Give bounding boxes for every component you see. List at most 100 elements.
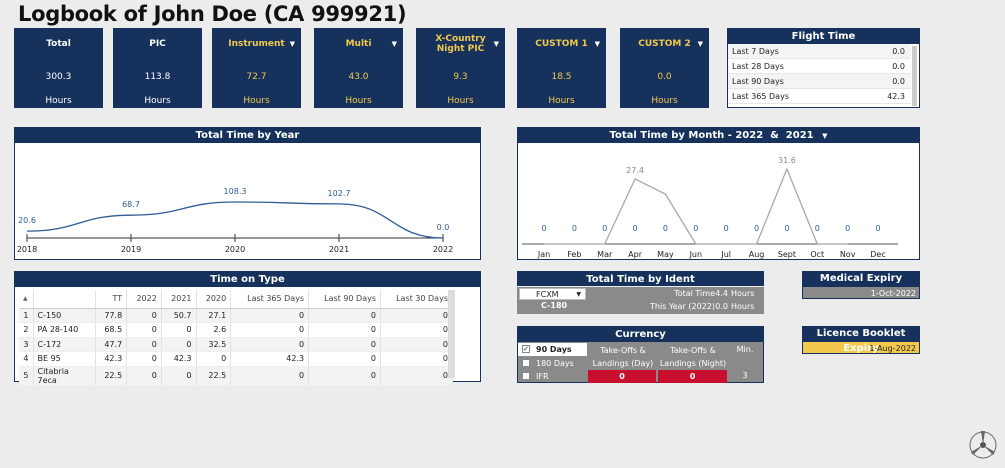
checkbox[interactable] [522,371,530,380]
kpi-card-value: 300.3 [45,72,72,82]
x-tick-label: 2021 [329,245,349,254]
flight-time-row: Last 90 Days 0.0 [728,74,911,89]
x-tick-label: May [657,250,674,259]
table-header: ▲ TT 2022 2021 2020 Last 365 Days Last 90 Days… [19,290,453,309]
time-on-type-table: ▲ TT 2022 2021 2020 Last 365 Days Last 90 Days… [19,290,453,386]
table-cell: 22.5 [196,366,232,386]
kpi-card-name: X-Country Night PIC [435,34,486,54]
kpi-card[interactable]: CUSTOM 1 ▼ 18.5 Hours [517,28,606,108]
table-cell: 42.3 [95,351,128,367]
column-header[interactable]: Last 30 Days [380,290,453,309]
currency-panel: Currency ✓ 90 Days 180 Days IFR Take-Offs… [517,326,764,383]
series-2021-line [544,167,848,245]
year-series-line [26,201,444,239]
table-cell: 0 [230,366,310,386]
table-cell: 0 [308,351,382,367]
kpi-card[interactable]: Instrument ▼ 72.7 Hours [212,28,301,108]
peak-label: 27.4 [626,166,644,175]
x-tick-label: Oct [810,250,824,259]
kpi-card-name: Instrument [228,39,285,49]
table-row[interactable]: 5 Citabria 7eca 22.5 0 0 22.5 0 0 0 [19,366,453,386]
kpi-card: Total 300.3 Hours [14,28,103,108]
table-cell: 0 [380,308,453,323]
table-cell: 2.6 [196,322,232,338]
x-tick-label: Dec [870,250,885,259]
data-label: 0 [724,224,729,233]
table-cell: 0 [308,308,382,323]
table-cell: 0 [126,308,162,323]
flight-time-row: Last 28 Days 0.0 [728,59,911,74]
ident-total-label: Total Time [674,289,715,298]
table-row[interactable]: 4 BE 95 42.3 0 42.3 0 42.3 0 0 [19,351,453,367]
checkbox[interactable] [522,358,530,367]
kpi-card-value: 113.8 [144,72,171,82]
licence-panel: Licence Booklet Expiry 1-Aug-2022 [802,326,920,356]
table-cell: 68.5 [95,322,128,338]
checkbox-checked[interactable]: ✓ [522,344,530,353]
chevron-down-icon: ▼ [576,291,581,298]
table-cell: 0 [196,351,232,367]
data-label: 68.7 [122,200,140,209]
currency-opt-ifr[interactable]: IFR [518,370,587,383]
column-header[interactable]: 2022 [126,290,162,309]
chevron-down-icon[interactable]: ▼ [493,40,499,48]
chevron-down-icon[interactable]: ▼ [594,40,600,48]
column-header[interactable]: Last 90 Days [308,290,382,309]
x-tick-label: Jul [720,250,731,259]
chevron-down-icon[interactable]: ▼ [822,132,828,140]
aircraft-type: C-172 [33,337,96,352]
peak-label: 31.6 [778,156,796,165]
kpi-card[interactable]: CUSTOM 2 ▼ 0.0 Hours [620,28,709,108]
kpi-card-unit: Hours [548,96,575,106]
data-label: 0 [845,224,850,233]
currency-opt-180[interactable]: 180 Days [518,357,587,370]
row-index: 5 [19,366,34,386]
chevron-down-icon[interactable]: ▼ [697,40,703,48]
chevron-down-icon[interactable]: ▼ [289,40,295,48]
data-label: 0 [633,224,638,233]
kpi-card-value: 0.0 [657,72,672,82]
table-scrollbar[interactable] [448,290,455,378]
currency-opt-90[interactable]: ✓ 90 Days [518,343,587,356]
column-header[interactable]: TT [95,290,128,309]
ident-select[interactable]: FCXM ▼ [519,288,586,300]
table-cell: 0 [380,366,453,386]
flight-time-scrollbar[interactable] [912,46,917,106]
sort-icon[interactable]: ▲ [19,290,34,309]
kpi-card-name: CUSTOM 2 [638,39,691,49]
x-tick-label: 2020 [225,245,245,254]
data-label: 108.3 [224,187,247,196]
flight-time-value: 0.0 [892,62,905,71]
flight-time-title: Flight Time [728,29,919,44]
column-header[interactable]: 2020 [196,290,232,309]
data-label: 0 [572,224,577,233]
time-on-type-title: Time on Type [15,272,480,287]
time-on-type-panel: Time on Type ▲ TT 2022 2021 2020 Last 365 Day… [14,271,481,386]
column-header[interactable]: Last 365 Days [230,290,310,309]
kpi-card-unit: Hours [651,96,678,106]
table-cell: 27.1 [196,308,232,323]
propeller-logo [969,431,997,459]
kpi-card-name: Multi [345,39,372,49]
x-tick-label: Aug [749,250,765,259]
kpi-card[interactable]: Multi ▼ 43.0 Hours [314,28,403,108]
flight-time-value: 42.3 [887,92,905,101]
table-cell: 0 [308,366,382,386]
table-row[interactable]: 1 C-150 77.8 0 50.7 27.1 0 0 0 [19,308,453,323]
ident-year-value: 0.0 [715,302,728,311]
column-header[interactable]: 2021 [161,290,197,309]
x-tick-label: 2022 [433,245,453,254]
licence-date: 1-Aug-2022 [802,341,920,354]
chevron-down-icon[interactable]: ▼ [391,40,397,48]
kpi-card[interactable]: X-Country Night PIC ▼ 9.3 Hours [416,28,505,108]
kpi-card-unit: Hours [447,96,474,106]
table-cell: 0 [380,322,453,338]
x-tick-label: 2018 [17,245,37,254]
table-row[interactable]: 2 PA 28-140 68.5 0 0 2.6 0 0 0 [19,322,453,338]
table-cell: 32.5 [196,337,232,352]
month-chart-header[interactable]: Total Time by Month - 2022 & 2021 ▼ [518,128,919,143]
table-row[interactable]: 3 C-172 47.7 0 0 32.5 0 0 0 [19,337,453,352]
row-index: 1 [19,308,34,323]
table-cell: 42.3 [161,351,197,367]
data-label: 20.6 [18,216,36,225]
